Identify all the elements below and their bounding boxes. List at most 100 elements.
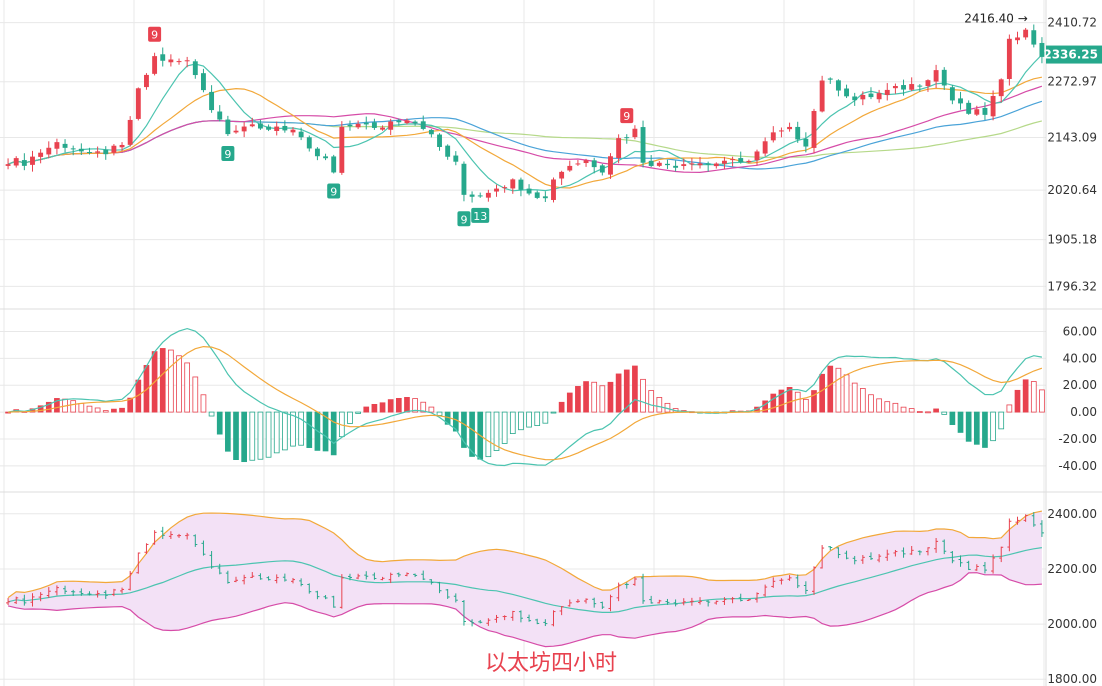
candle-body [510, 179, 516, 189]
candle-body [290, 129, 296, 133]
candle-body [225, 119, 231, 135]
macd-histogram-bar [778, 389, 785, 413]
macd-histogram-bar [208, 411, 215, 417]
candle-body [534, 192, 540, 198]
candle-body [958, 98, 963, 104]
high-price-marker: 2416.40 → [964, 12, 1028, 26]
candle-body [827, 78, 833, 80]
ma-line-fast [7, 54, 1043, 192]
candle-body [209, 91, 215, 111]
macd-histogram-bar [330, 411, 337, 456]
macd-tick-label: -20.00 [1058, 432, 1097, 446]
macd-histogram-bar [501, 411, 508, 444]
price-tick-label: 2020.64 [1047, 183, 1097, 197]
candle-body [811, 110, 817, 148]
candle-body [681, 164, 687, 167]
macd-histogram-bar [827, 365, 834, 413]
macd-histogram-bar [363, 406, 370, 413]
macd-histogram-bar [371, 403, 378, 413]
price-tick-label: 2272.97 [1047, 75, 1097, 89]
price-axis: 2410.72 2272.97 2143.09 2020.64 1905.18 1796.… [1041, 16, 1102, 686]
macd-histogram-bar [493, 411, 500, 451]
macd-histogram-bar [273, 411, 280, 454]
candle-body [632, 128, 638, 138]
macd-tick-label: 0.00 [1070, 405, 1097, 419]
candle-body [38, 152, 44, 157]
bollinger-tick-label: 2400.00 [1047, 507, 1097, 521]
macd-histogram-bar [1039, 389, 1045, 413]
macd-histogram-bar [526, 411, 532, 428]
macd-histogram-bar [851, 382, 858, 413]
macd-histogram-bar [111, 408, 117, 413]
macd-histogram-bar [461, 411, 467, 448]
candle-body [754, 151, 760, 161]
candle-body [306, 137, 312, 149]
candle-body [127, 119, 133, 145]
candle-body [599, 165, 605, 173]
candle-body [168, 59, 174, 63]
macd-histogram-bar [86, 405, 93, 413]
candle-body [640, 127, 646, 163]
macd-histogram-bar [591, 381, 598, 413]
candle-body [87, 152, 92, 154]
candle-body [1006, 38, 1012, 79]
macd-histogram-bar [965, 411, 972, 442]
macd-histogram-bar [632, 365, 638, 413]
candle-body [608, 156, 613, 175]
macd-histogram-bar [412, 398, 418, 413]
macd-histogram-bar [428, 406, 435, 413]
candle-body [380, 127, 385, 130]
candle-body [616, 138, 622, 159]
macd-histogram-bar [550, 411, 557, 414]
candle-body [949, 87, 955, 101]
macd-histogram-bar [54, 398, 60, 413]
candle-body [78, 148, 84, 152]
candle-body [738, 158, 744, 163]
td-marker-label: 9 [224, 148, 231, 161]
candle-body [323, 156, 328, 159]
candle-body [396, 120, 402, 123]
candle-body [559, 171, 565, 179]
td-marker-label: 9 [330, 185, 337, 198]
macd-histogram-bar [803, 398, 809, 413]
macd-dif-line [7, 327, 1043, 467]
macd-histogram-bar [485, 411, 492, 458]
macd-histogram-bar [298, 411, 304, 446]
ma-line-slow [7, 85, 1043, 174]
macd-histogram-bar [884, 401, 891, 413]
macd-histogram-bar [859, 388, 866, 413]
candle-body [551, 179, 556, 200]
macd-histogram-bar [623, 369, 630, 413]
macd-histogram-bar [835, 367, 842, 413]
candle-body [941, 69, 947, 86]
macd-histogram-bar [306, 411, 313, 448]
candle-body [665, 163, 670, 166]
candle-body [884, 89, 890, 95]
candle-body [249, 124, 255, 127]
candle-body [95, 151, 101, 153]
macd-histogram-bar [322, 411, 329, 452]
candle-body [62, 143, 68, 148]
candle-body [469, 194, 475, 197]
candle-body [917, 85, 923, 87]
macd-histogram-bar [583, 381, 589, 413]
candle-body [428, 129, 434, 135]
macd-histogram-bar [127, 397, 134, 413]
macd-histogram-bar [184, 362, 191, 413]
macd-histogram-bar [379, 402, 386, 413]
candle-body [184, 60, 190, 62]
macd-tick-label: 40.00 [1063, 351, 1097, 365]
candle-body [217, 111, 223, 120]
macd-histogram-bar [102, 410, 109, 413]
macd-histogram-bar [819, 373, 825, 413]
candle-body [257, 123, 263, 129]
macd-histogram-bar [957, 411, 964, 433]
candle-body [339, 126, 345, 173]
macd-panel [5, 327, 1045, 467]
macd-histogram-bar [1006, 404, 1013, 413]
candle-body [355, 123, 361, 128]
candle-body [876, 93, 882, 100]
macd-dea-line [8, 345, 1043, 461]
candle-body [722, 160, 727, 164]
candle-body [70, 148, 76, 150]
